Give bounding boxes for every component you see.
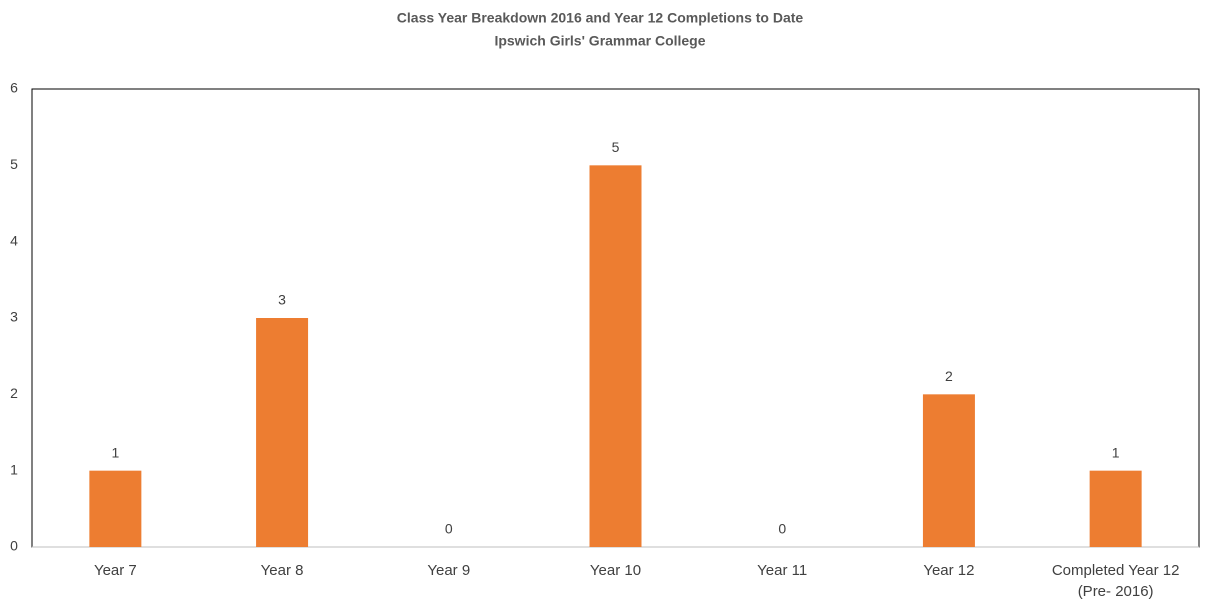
- y-tick-label: 3: [10, 309, 18, 325]
- data-label: 2: [945, 368, 953, 384]
- chart-subtitle: Ipswich Girls' Grammar College: [494, 33, 705, 49]
- data-label: 0: [778, 521, 786, 537]
- x-tick-label: Year 10: [589, 562, 642, 579]
- y-tick-label: 5: [10, 156, 18, 172]
- y-tick-label: 4: [10, 232, 18, 248]
- bar: [589, 165, 642, 548]
- x-tick-label: Year 9: [427, 562, 471, 579]
- y-tick-label: 1: [10, 461, 18, 477]
- chart-title: Class Year Breakdown 2016 and Year 12 Co…: [397, 10, 804, 26]
- data-label: 1: [1112, 444, 1120, 460]
- data-label: 1: [111, 444, 119, 460]
- y-tick-label: 0: [10, 538, 18, 554]
- data-label: 3: [278, 292, 286, 308]
- bar: [256, 318, 309, 547]
- x-tick-label: Year 12: [923, 562, 975, 579]
- y-tick-label: 2: [10, 385, 18, 401]
- x-tick-label: Year 8: [260, 562, 304, 579]
- bar: [1089, 470, 1142, 547]
- data-label: 0: [445, 521, 453, 537]
- bar: [89, 470, 142, 547]
- y-tick-label: 6: [10, 80, 18, 96]
- bar: [922, 394, 975, 547]
- x-tick-label: Year 11: [757, 562, 808, 579]
- x-tick-label: Year 7: [93, 562, 137, 579]
- x-tick-label: Completed Year 12 (Pre- 2016): [1051, 562, 1180, 600]
- data-label: 5: [612, 139, 620, 155]
